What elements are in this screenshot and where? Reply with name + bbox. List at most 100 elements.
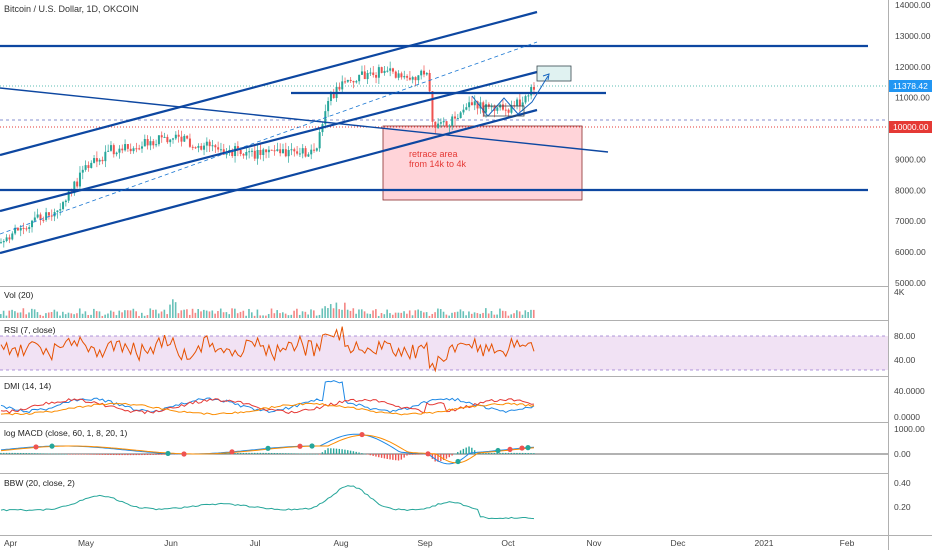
target-box[interactable] — [536, 65, 572, 82]
volume-bar — [363, 311, 366, 318]
volume-bar — [346, 309, 349, 318]
macd-cross-dots — [33, 431, 531, 465]
rsi-tick-40: 40.00 — [894, 355, 916, 365]
macd-hist-bar — [347, 450, 349, 454]
candle-body — [95, 158, 98, 162]
volume-bar — [521, 314, 524, 318]
volume-bar — [121, 312, 123, 318]
candle-body — [377, 67, 380, 78]
macd-hist-bar — [242, 452, 245, 454]
macd-hist-bar — [237, 452, 239, 454]
volume-bar — [437, 308, 439, 318]
candle-body — [423, 70, 425, 75]
volume-bar — [375, 309, 377, 318]
candle-body — [451, 116, 454, 126]
volume-bar — [93, 308, 95, 318]
macd-hist-bar — [335, 448, 338, 454]
volume-bar — [307, 314, 309, 318]
macd-hist-bar — [516, 452, 518, 454]
macd-hist-bar — [499, 452, 501, 454]
volume-bar — [78, 308, 81, 318]
time-tick-label: Feb — [840, 538, 855, 548]
chart-title: Bitcoin / U.S. Dollar, 1D, OKCOIN — [4, 4, 139, 14]
macd-hist-bar — [84, 454, 87, 455]
pattern-box — [483, 105, 525, 117]
candle-body — [400, 73, 403, 78]
volume-bar — [141, 312, 143, 318]
volume-bar — [234, 308, 236, 318]
volume-bar — [174, 302, 177, 318]
vol-title: Vol (20) — [4, 290, 33, 300]
volume-bar — [296, 308, 298, 318]
candle-body — [273, 150, 276, 152]
macd-hist-bar — [316, 453, 318, 455]
volume-bar — [423, 312, 425, 318]
candle-body — [84, 165, 87, 170]
candle-body — [200, 145, 203, 150]
candle-body — [28, 227, 31, 229]
macd-hist-bar — [0, 452, 2, 454]
volume-bar — [36, 312, 39, 318]
candle-body — [5, 237, 8, 242]
candle-body — [442, 121, 445, 123]
macd-hist-bar — [282, 453, 284, 454]
level-badge — [889, 121, 932, 133]
trendlines — [0, 10, 868, 255]
volume-bar — [211, 310, 214, 318]
volume-bar — [186, 309, 188, 318]
volume-bar — [507, 315, 510, 318]
price-tick-label: 8000.00 — [895, 185, 926, 195]
volume-bar — [516, 310, 518, 318]
volume-bar — [315, 315, 318, 318]
candle-body — [194, 147, 197, 149]
volume-bar — [329, 304, 332, 318]
macd-hist-bar — [473, 450, 476, 454]
macd-hist-bar — [155, 454, 157, 455]
candle-body — [104, 151, 107, 162]
candle-body — [282, 149, 284, 154]
volume-bar — [160, 311, 163, 318]
macd-hist-bar — [420, 454, 422, 455]
macd-hist-bar — [149, 454, 152, 455]
volume-bar — [298, 314, 301, 318]
macd-hist-bar — [56, 453, 58, 455]
volume-bar — [180, 310, 183, 318]
candle-body — [420, 70, 423, 76]
volume-bar — [253, 315, 256, 318]
volume-bar — [527, 312, 529, 318]
volume-bar — [408, 310, 411, 318]
macd-tick-0: 0.00 — [894, 449, 911, 459]
candle-body — [112, 145, 115, 155]
volume-bar — [479, 313, 481, 318]
volume-bar — [236, 313, 239, 318]
volume-bar — [217, 311, 219, 318]
macd-hist-bar — [73, 454, 75, 455]
macd-hist-bar — [70, 454, 73, 455]
volume-bar — [470, 313, 473, 318]
volume-bar — [276, 310, 278, 318]
macd-hist-bar — [344, 449, 346, 454]
candle-body — [389, 68, 392, 71]
volume-bar — [501, 310, 504, 318]
macd-cross-dot — [297, 443, 303, 449]
candle-body — [403, 76, 406, 78]
dmi-plus-line — [0, 380, 535, 414]
macd-hist-bar — [417, 454, 419, 455]
volume-bar — [267, 313, 270, 318]
bbw-tick-040: 0.40 — [894, 478, 911, 488]
candle-body — [341, 81, 344, 90]
volume-bar — [205, 310, 208, 318]
volume-bar — [132, 308, 135, 318]
macd-hist-bar — [513, 452, 515, 454]
volume-bar — [8, 310, 11, 318]
candle-body — [183, 135, 186, 142]
macd-hist-bar — [431, 454, 434, 459]
macd-cross-dot — [525, 445, 531, 451]
channel-upper-line — [0, 10, 538, 157]
volume-bar — [177, 313, 180, 318]
candle-body — [265, 149, 268, 153]
volume-bar — [287, 315, 290, 318]
macd-hist-bar — [380, 454, 383, 458]
volume-bar — [349, 310, 352, 318]
